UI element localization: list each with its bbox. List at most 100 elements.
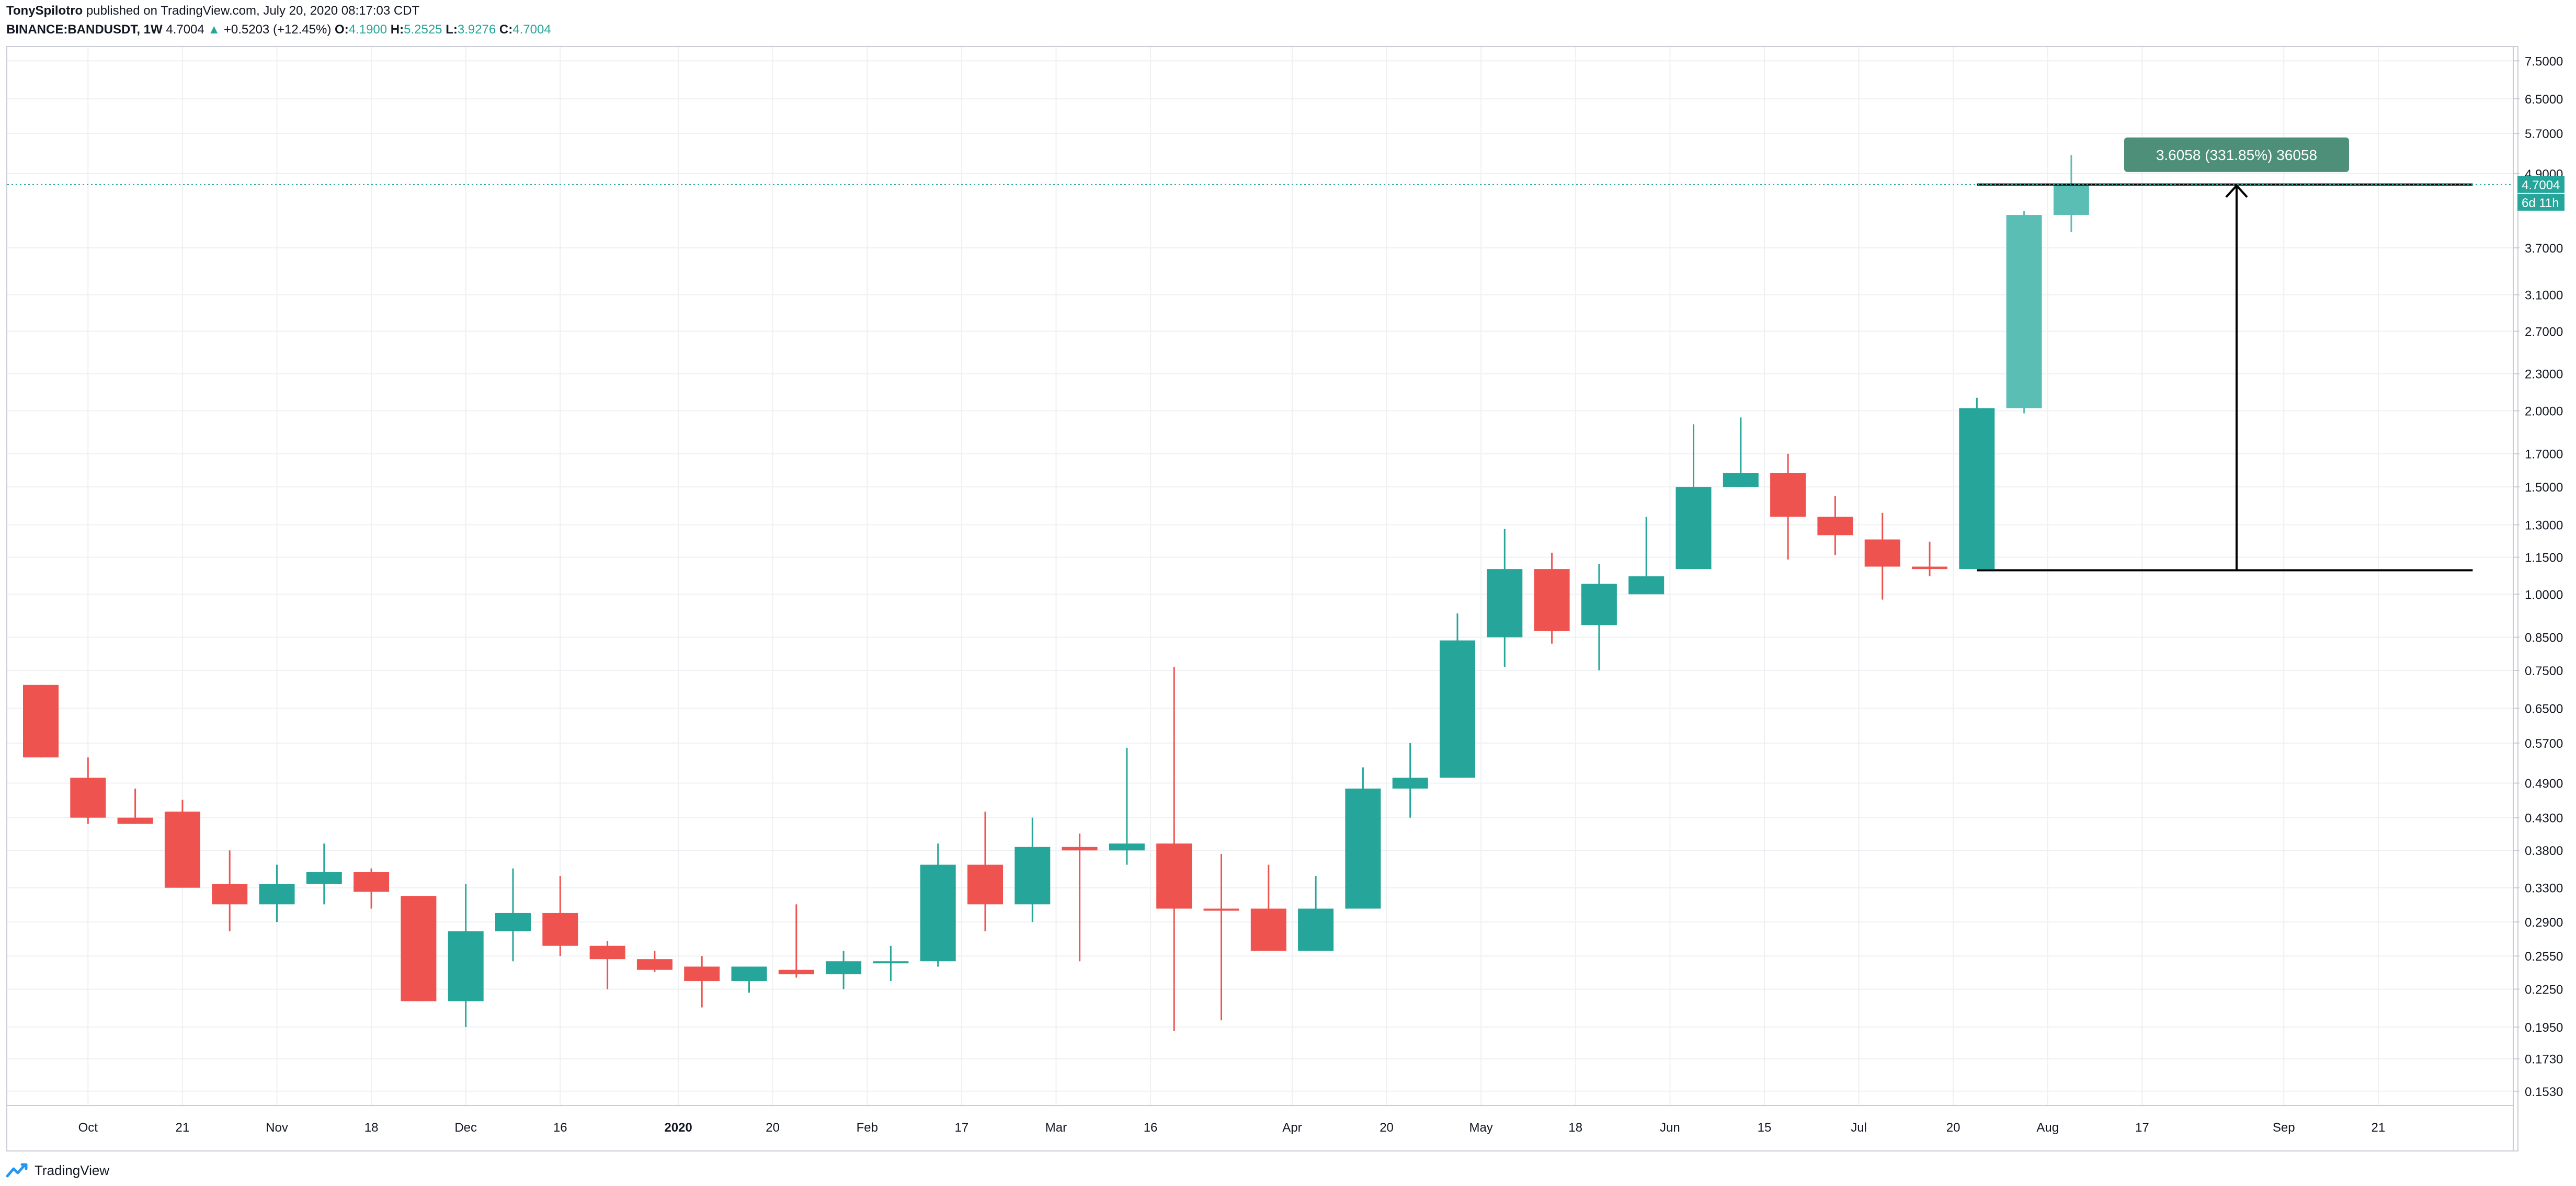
y-tick-label[interactable]: 2.7000 (2525, 325, 2563, 339)
y-tick-label[interactable]: 5.7000 (2525, 127, 2563, 141)
x-tick-label[interactable]: 21 (176, 1121, 190, 1135)
x-tick-label[interactable]: 21 (2371, 1121, 2385, 1135)
candle[interactable] (1062, 833, 1098, 962)
y-tick-label[interactable]: 0.2900 (2525, 916, 2563, 930)
x-tick-label[interactable]: 16 (553, 1121, 567, 1135)
y-tick-label[interactable]: 0.3300 (2525, 882, 2563, 896)
x-tick-label[interactable]: 18 (1568, 1121, 1582, 1135)
candle[interactable] (1156, 667, 1192, 1031)
candle[interactable] (920, 843, 956, 967)
x-tick-label[interactable]: Dec (454, 1121, 477, 1135)
x-tick-label[interactable]: Mar (1045, 1121, 1067, 1135)
candle[interactable] (1817, 496, 1853, 555)
y-tick-label[interactable]: 0.6500 (2525, 702, 2563, 716)
x-tick-label[interactable]: Sep (2273, 1121, 2295, 1135)
y-tick-label[interactable]: 7.5000 (2525, 54, 2563, 69)
y-tick-label[interactable]: 0.4300 (2525, 812, 2563, 826)
y-tick-label[interactable]: 0.8500 (2525, 631, 2563, 645)
candle[interactable] (401, 896, 437, 1001)
measure-label-box[interactable] (2124, 137, 2349, 172)
y-tick-label[interactable]: 0.3800 (2525, 844, 2563, 858)
candle[interactable] (778, 904, 814, 978)
candle[interactable] (1770, 453, 1806, 560)
y-axis[interactable]: 7.50006.50005.70004.90003.70003.10002.70… (2513, 54, 2563, 1099)
candle[interactable] (589, 941, 625, 989)
x-tick-label[interactable]: 2020 (664, 1121, 692, 1135)
y-tick-label[interactable]: 1.5000 (2525, 481, 2563, 495)
x-tick-label[interactable]: 20 (1380, 1121, 1394, 1135)
publisher-name[interactable]: TonySpilotro (6, 4, 83, 18)
candle[interactable] (1581, 564, 1617, 671)
y-tick-label[interactable]: 0.2550 (2525, 950, 2563, 964)
candle[interactable] (1440, 613, 1475, 778)
y-tick-label[interactable]: 1.3000 (2525, 519, 2563, 533)
x-tick-label[interactable]: 16 (1144, 1121, 1158, 1135)
candle[interactable] (1109, 747, 1145, 865)
candle[interactable] (306, 843, 342, 905)
x-tick-label[interactable]: Aug (2036, 1121, 2059, 1135)
x-tick-label[interactable]: 15 (1758, 1121, 1772, 1135)
x-tick-label[interactable]: Feb (857, 1121, 878, 1135)
y-tick-label[interactable]: 1.0000 (2525, 588, 2563, 602)
y-tick-label[interactable]: 1.1500 (2525, 551, 2563, 565)
y-tick-label[interactable]: 1.7000 (2525, 448, 2563, 462)
candle[interactable] (1392, 743, 1428, 818)
candle[interactable] (2006, 211, 2042, 414)
y-tick-label[interactable]: 0.1730 (2525, 1053, 2563, 1067)
x-tick-label[interactable]: 17 (954, 1121, 968, 1135)
candle[interactable] (684, 956, 720, 1008)
candle[interactable] (23, 685, 59, 758)
symbol-label[interactable]: BINANCE:BANDUSDT, 1W (6, 22, 163, 37)
candle[interactable] (873, 945, 909, 982)
candle[interactable] (1298, 876, 1334, 951)
candle[interactable] (448, 884, 484, 1028)
y-tick-label[interactable]: 2.0000 (2525, 404, 2563, 418)
candle[interactable] (1345, 767, 1381, 909)
y-tick-label[interactable]: 0.1530 (2525, 1085, 2563, 1099)
y-tick-label[interactable]: 2.3000 (2525, 368, 2563, 382)
candle[interactable] (1675, 424, 1712, 569)
x-tick-label[interactable]: 20 (1946, 1121, 1961, 1135)
candle[interactable] (2053, 155, 2089, 232)
candle[interactable] (164, 800, 200, 888)
candle[interactable] (212, 850, 248, 931)
candle[interactable] (1487, 529, 1523, 667)
candle[interactable] (259, 864, 295, 922)
y-tick-label[interactable]: 0.5700 (2525, 737, 2563, 751)
candle[interactable] (1015, 817, 1051, 922)
x-tick-label[interactable]: 20 (766, 1121, 780, 1135)
candle[interactable] (731, 966, 767, 993)
y-tick-label[interactable]: 0.7500 (2525, 664, 2563, 678)
x-tick-label[interactable]: Jun (1660, 1121, 1680, 1135)
x-tick-label[interactable]: Jul (1851, 1121, 1867, 1135)
candle[interactable] (354, 868, 390, 909)
candle[interactable] (1250, 864, 1286, 951)
candle[interactable] (1864, 512, 1900, 600)
y-tick-label[interactable]: 0.2250 (2525, 983, 2563, 997)
x-tick-label[interactable]: 18 (364, 1121, 379, 1135)
candle[interactable] (1723, 417, 1759, 487)
y-tick-label[interactable]: 0.1950 (2525, 1021, 2563, 1035)
candle[interactable] (1959, 397, 1995, 569)
y-tick-label[interactable]: 3.1000 (2525, 289, 2563, 303)
candle[interactable] (70, 757, 106, 824)
measure-label[interactable]: 3.6058 (331.85%) 36058 (2156, 147, 2317, 163)
y-tick-label[interactable]: 6.5000 (2525, 93, 2563, 107)
footer-brand[interactable]: TradingView (35, 1162, 110, 1178)
candle[interactable] (967, 812, 1003, 931)
x-tick-label[interactable]: Oct (78, 1121, 98, 1135)
candle[interactable] (1628, 517, 1665, 595)
candle[interactable] (542, 876, 578, 956)
y-tick-label[interactable]: 3.7000 (2525, 242, 2563, 256)
candle[interactable] (636, 951, 673, 972)
x-tick-label[interactable]: 17 (2135, 1121, 2149, 1135)
x-tick-label[interactable]: Apr (1282, 1121, 1302, 1135)
y-tick-label[interactable]: 0.4900 (2525, 777, 2563, 791)
candle[interactable] (1534, 552, 1570, 644)
candle[interactable] (117, 788, 153, 824)
candle[interactable] (1912, 541, 1947, 577)
candle[interactable] (1203, 853, 1239, 1021)
x-tick-label[interactable]: Nov (266, 1121, 288, 1135)
x-tick-label[interactable]: May (1469, 1121, 1492, 1135)
